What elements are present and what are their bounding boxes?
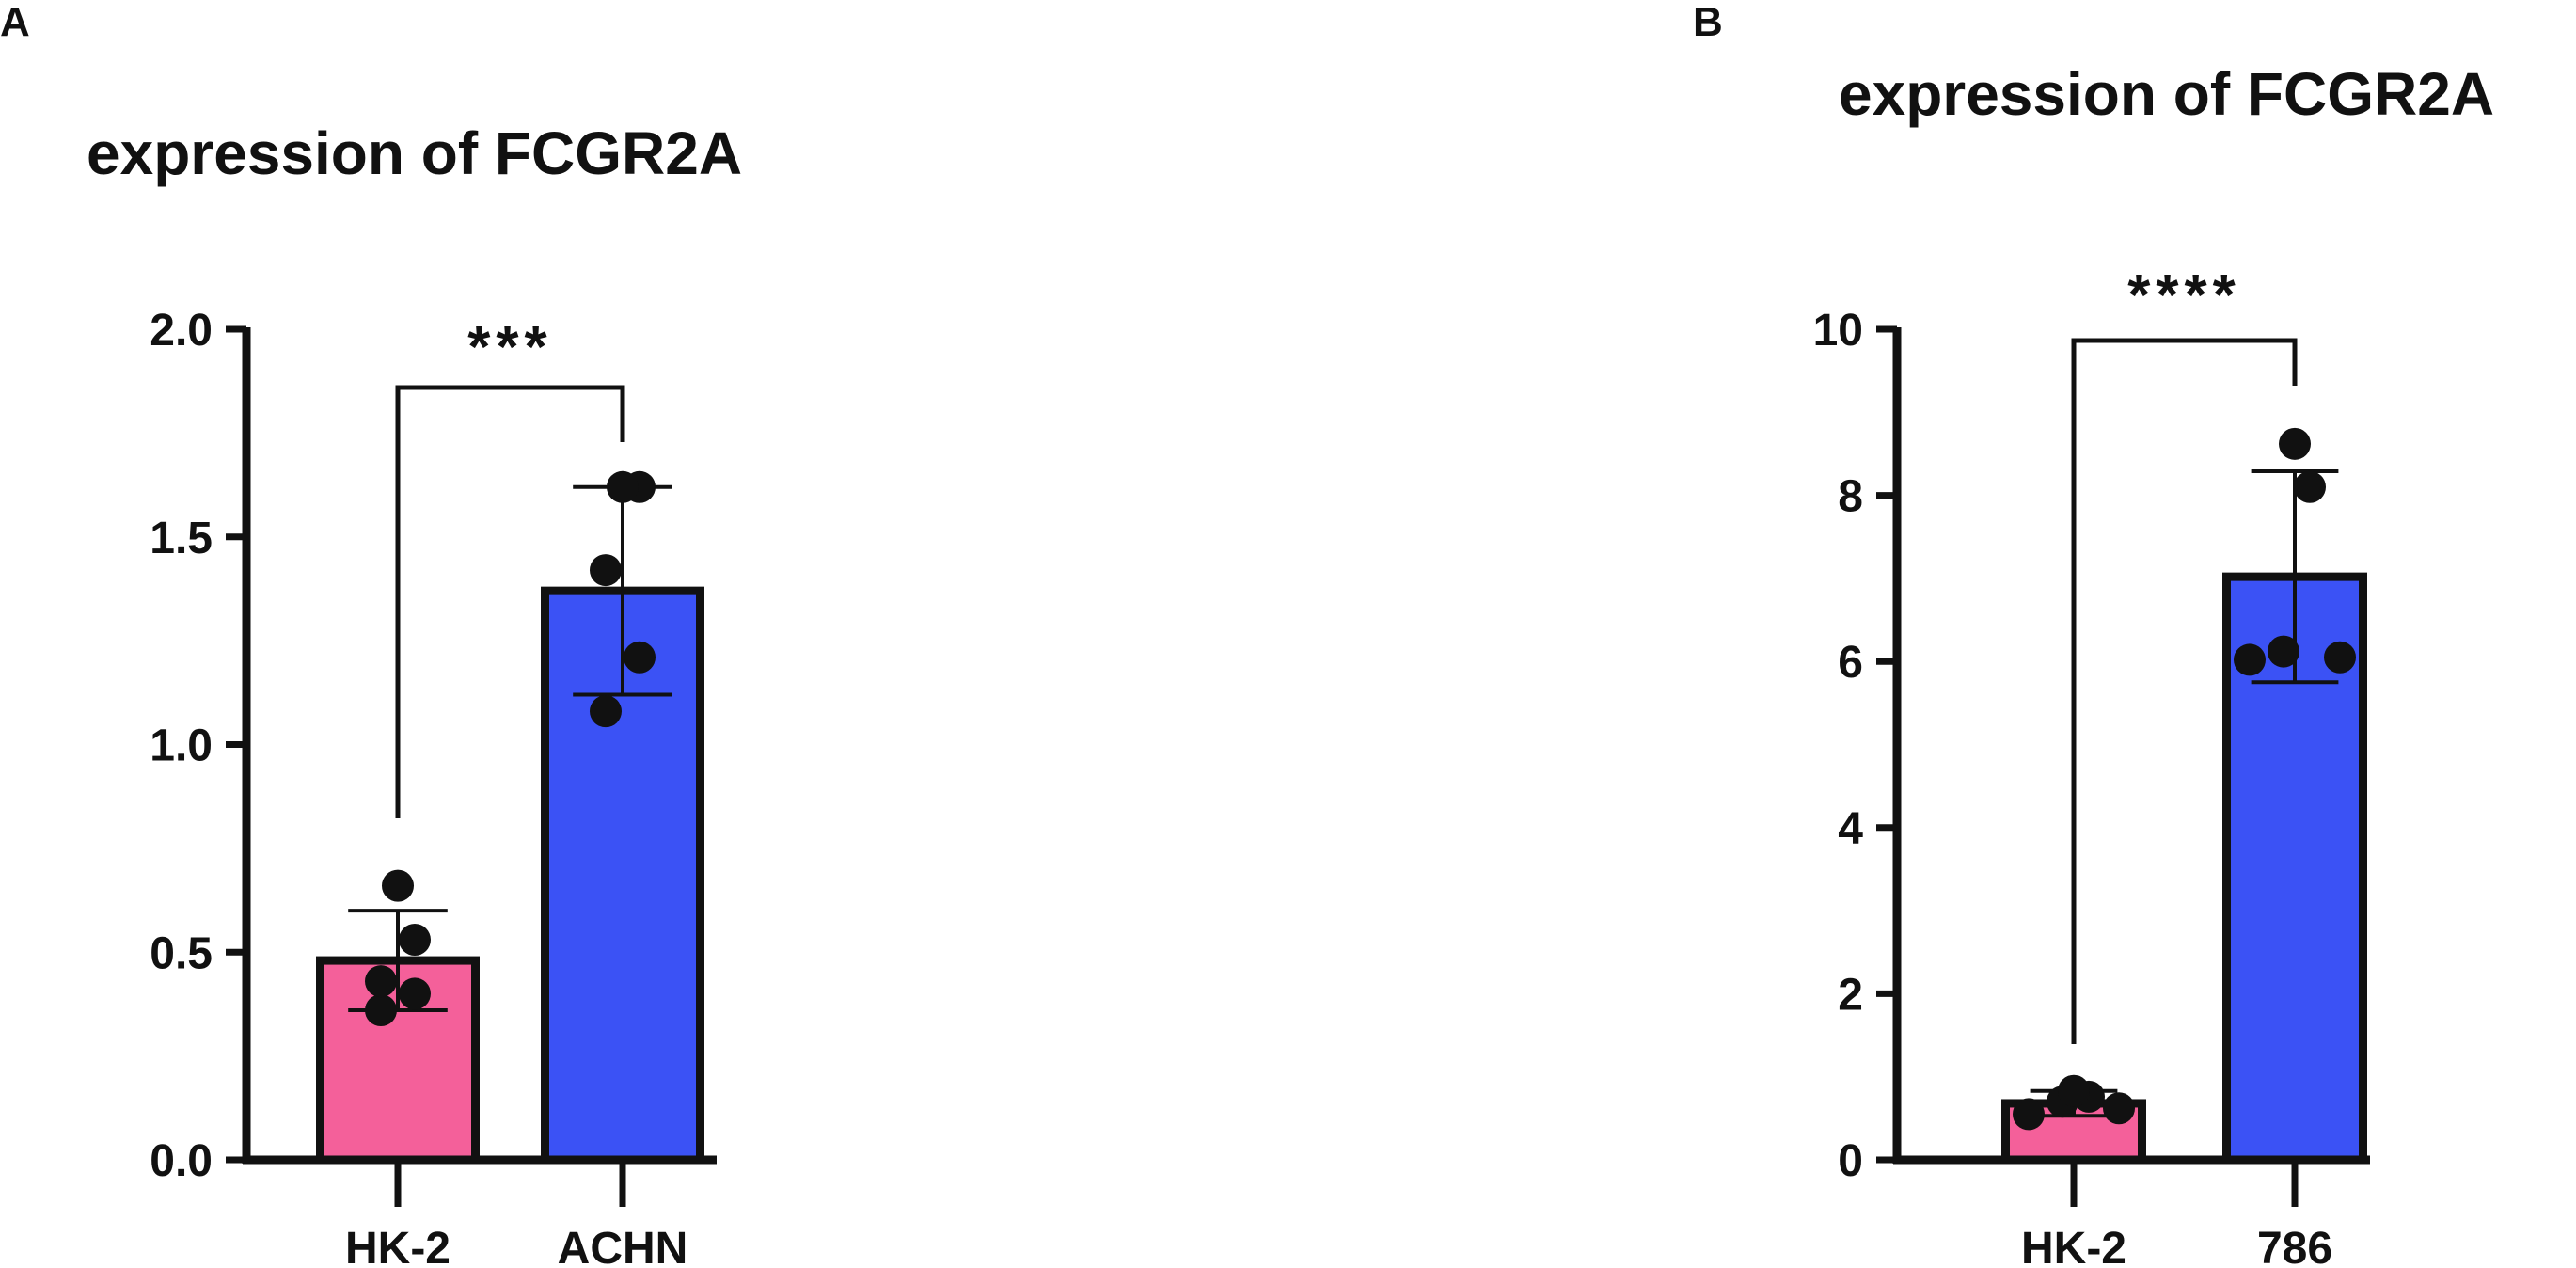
panel-b-y-tick-label-0: 0: [1838, 1136, 1863, 1186]
panel-b-data-point-hk-2-1: [2013, 1098, 2045, 1131]
panel-b-title: expression of FCGR2A: [1839, 60, 2494, 128]
panel-a-data-point-hk-2-1: [365, 994, 397, 1027]
panel-b-y-tick-label-1: 2: [1838, 970, 1863, 1020]
panel-a-significance-bracket: [395, 385, 625, 818]
panel-a-x-tick-label-hk-2: HK-2: [345, 1224, 450, 1268]
panel-b-y-tick-label-2: 4: [1838, 804, 1863, 854]
panel-a-y-tick-label-4: 2.0: [150, 306, 213, 356]
panel-b-x-tick-label-786: 786: [2257, 1224, 2332, 1268]
panel-a-data-point-achn-1: [590, 695, 622, 728]
panel-b-y-tick-label-5: 10: [1813, 306, 1863, 356]
panel-a-title: expression of FCGR2A: [87, 119, 742, 187]
panel-b-x-tick-label-hk-2: HK-2: [2021, 1224, 2126, 1268]
panel-b-plot: 0 2 4 6 8 10 HK-2 786 ****: [1813, 263, 2370, 1268]
panel-a-y-tick-label-1: 0.5: [150, 928, 213, 978]
panel-b-data-point-hk-2-5: [2058, 1074, 2090, 1107]
panel-a-x-tick-label-achn: ACHN: [558, 1224, 688, 1268]
panel-b-y-tick-label-3: 6: [1838, 638, 1863, 688]
panel-a-y-tick-label-0: 0.0: [150, 1136, 213, 1186]
panel-a-data-point-hk-2-5: [382, 869, 414, 902]
panel-b-data-point-786-1: [2234, 643, 2266, 676]
panel-a-data-point-hk-2-4: [399, 924, 431, 957]
panel-b-y-tick-label-4: 8: [1838, 472, 1863, 522]
panel-b-data-point-786-2: [2324, 641, 2356, 674]
panel-b: B expression of FCGR2A 0 2 4 6 8 10 HK-2 786 ***…: [1693, 0, 2494, 1268]
panel-a-data-point-achn-3: [590, 554, 622, 587]
panel-b-data-point-786-4: [2294, 470, 2326, 503]
panel-b-letter: B: [1693, 0, 1723, 45]
panel-a: A expression of FCGR2A 0.0 0.5 1.0 1.5 2.0 HK…: [0, 0, 742, 1268]
panel-a-data-point-hk-2-2: [399, 977, 431, 1010]
panel-a-plot: 0.0 0.5 1.0 1.5 2.0 HK-2 ACHN ***: [150, 306, 717, 1268]
panel-b-data-point-786-3: [2268, 635, 2299, 668]
panel-b-significance-label: ****: [2127, 263, 2241, 328]
panel-a-data-point-hk-2-3: [365, 965, 397, 998]
panel-a-letter: A: [0, 0, 30, 45]
panel-b-data-point-786-5: [2279, 427, 2311, 460]
panel-a-y-tick-label-3: 1.5: [150, 514, 213, 563]
panel-a-data-point-achn-2: [624, 641, 656, 674]
panel-a-y-tick-label-2: 1.0: [150, 721, 213, 771]
panel-a-significance-label: ***: [467, 315, 552, 380]
panel-a-data-point-achn-5: [607, 470, 639, 503]
panel-b-significance-bracket: [2071, 338, 2298, 1044]
panel-b-data-point-hk-2-2: [2103, 1092, 2135, 1125]
